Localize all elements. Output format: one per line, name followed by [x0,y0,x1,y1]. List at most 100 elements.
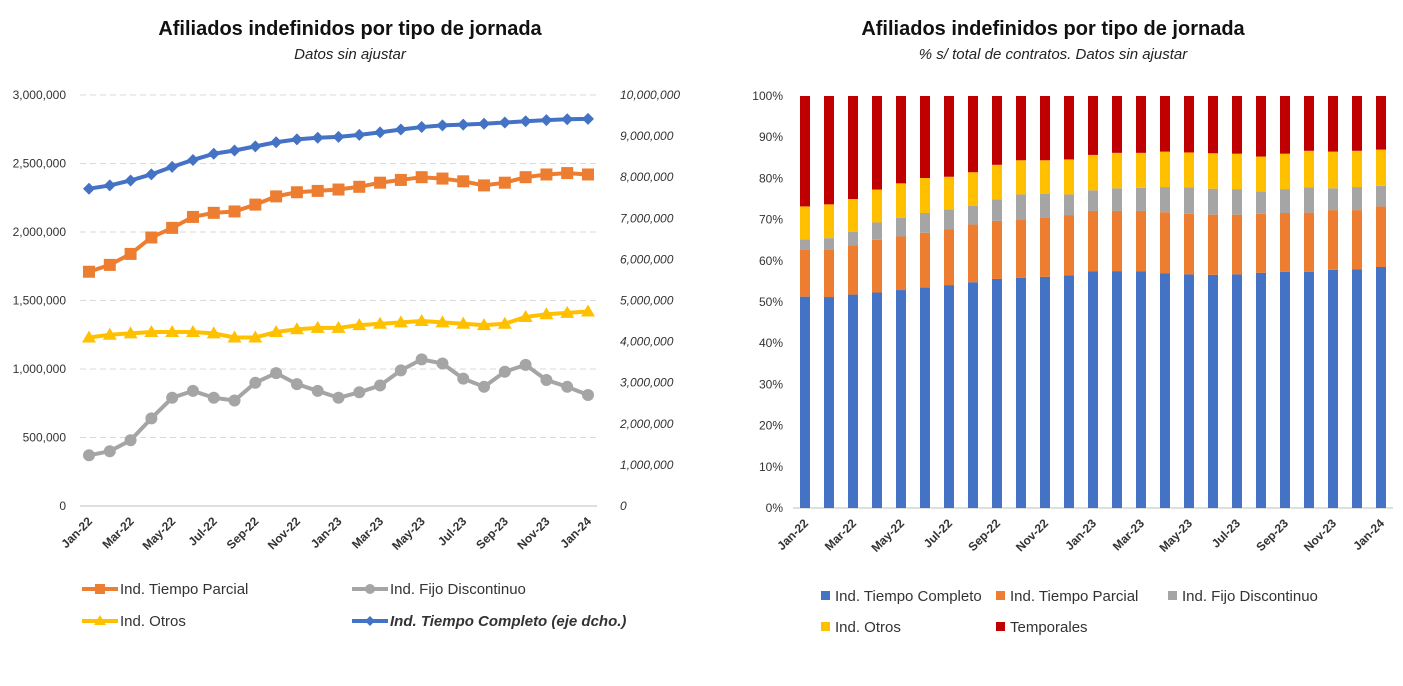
legend-marker [95,584,105,594]
bar-segment [896,217,906,237]
data-point [249,140,262,153]
bar-segment [1088,271,1098,508]
bar-segment [1304,187,1314,213]
bar-segment [1088,96,1098,155]
right-chart-subtitle: % s/ total de contratos. Datos sin ajust… [918,46,1188,63]
data-point [144,325,159,338]
bar-segment [1208,153,1218,189]
bar-segment [1040,276,1050,508]
bar-segment [1136,152,1146,188]
data-point [519,171,532,184]
bar-segment [1160,187,1170,213]
legend-label: Temporales [1010,619,1088,636]
x-tick-label: Mar-23 [1110,516,1147,553]
data-point [83,182,95,195]
data-point [415,171,428,184]
bar-segment [1304,96,1314,151]
data-point [540,168,553,181]
data-point [311,384,324,397]
bar-segment [1064,96,1074,160]
data-point [518,309,533,322]
bar-segment [872,222,882,240]
data-point [103,179,116,192]
bar-segment [1304,271,1314,508]
bar-segment [968,282,978,508]
legend-marker [365,616,375,626]
data-point [373,316,388,329]
bar-segment [896,290,906,508]
legend-label: Ind. Otros [120,613,186,630]
legend-swatch [1168,591,1177,600]
data-point [103,258,116,271]
data-point [540,114,553,127]
data-point [102,327,117,340]
bar-segment [1256,191,1266,214]
bar-segment [1232,214,1242,275]
bar-segment [1352,150,1362,188]
bar-segment [896,96,906,184]
data-point [498,176,511,189]
legend-label: Ind. Tiempo Parcial [1010,588,1138,605]
data-point [436,172,449,185]
data-point [228,144,241,157]
x-tick-label: Sep-22 [224,514,262,552]
data-point [290,378,303,391]
data-point [478,380,491,393]
bar-segment [1208,96,1218,154]
bar-segment [1064,159,1074,195]
data-point [581,304,595,317]
data-point [519,115,532,128]
bar-segment [1256,272,1266,508]
legend-marker [365,584,375,594]
y-tick-label: 500,000 [23,431,67,445]
bar-segment [1232,274,1242,508]
y-tick-label: 10% [759,460,783,474]
y-tick-label: 30% [759,377,783,391]
bar-segment [800,239,810,250]
x-tick-label: May-22 [140,514,179,553]
data-point [498,116,511,129]
x-tick-label: Nov-23 [514,514,552,552]
y2-tick-label: 5,000,000 [620,294,674,308]
left-chart-subtitle: Datos sin ajustar [294,46,406,63]
data-point [353,386,366,399]
bar-segment [968,96,978,173]
x-tick-label: Jul-23 [435,514,470,549]
data-point [207,391,220,404]
y2-tick-label: 7,000,000 [620,211,674,225]
x-tick-label: Nov-22 [265,514,303,552]
data-point [290,133,303,146]
data-point [207,206,220,219]
data-point [582,168,594,181]
data-point [166,160,179,173]
bar-segment [1256,156,1266,192]
data-point [82,330,96,343]
data-point [436,357,449,370]
bar-segment [992,278,1002,508]
y2-tick-label: 1,000,000 [620,458,674,472]
bar-segment [824,96,834,205]
data-point [540,373,553,386]
y-tick-label: 100% [752,89,783,103]
y2-tick-label: 3,000,000 [620,376,674,390]
data-point [332,183,345,196]
bar-segment [1256,213,1266,273]
legend-marker [94,615,106,625]
data-point [498,365,511,378]
x-tick-label: Jan-23 [308,514,345,551]
y2-tick-label: 4,000,000 [620,335,674,349]
bar-segment [1376,96,1386,150]
data-point [186,384,199,397]
y2-tick-label: 10,000,000 [620,88,680,102]
x-tick-label: Sep-23 [473,514,511,552]
data-point [124,174,137,187]
bar-segment [1040,160,1050,194]
y-tick-label: 80% [759,171,783,185]
data-point [166,391,179,404]
bar-segment [1232,96,1242,154]
data-point [186,210,199,223]
data-point [185,325,200,338]
y-tick-label: 70% [759,213,783,227]
y-tick-label: 60% [759,254,783,268]
data-point [478,117,491,130]
